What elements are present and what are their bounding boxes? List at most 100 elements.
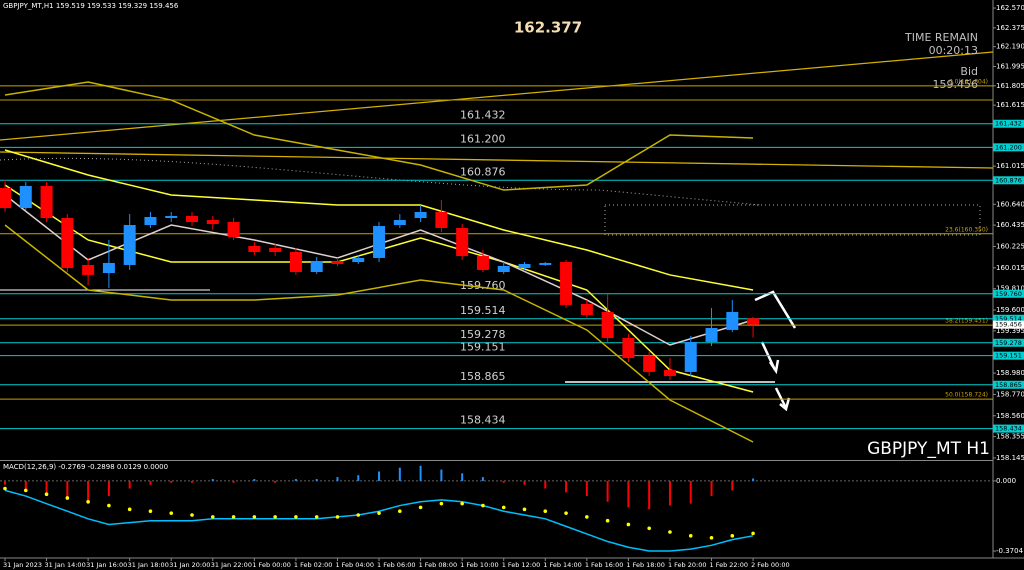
signal-dot — [688, 534, 693, 538]
macd-bar — [149, 480, 152, 485]
x-tick-label: 1 Feb 12:00 — [502, 561, 541, 569]
macd-bar — [107, 480, 110, 497]
macd-bar — [419, 465, 422, 481]
macd-bar — [87, 480, 90, 504]
candle-body — [61, 218, 74, 269]
x-tick-label: 1 Feb 10:00 — [460, 561, 499, 569]
x-tick-label: 31 Jan 16:00 — [86, 561, 127, 569]
signal-dot — [44, 492, 49, 496]
level-axis-label: 158.865 — [995, 381, 1022, 389]
chart-title: 162.377 — [514, 19, 582, 37]
macd-bar — [274, 480, 277, 483]
x-tick-label: 1 Feb 06:00 — [377, 561, 416, 569]
candle-body — [102, 262, 115, 274]
y-tick-label: 162.570 — [996, 4, 1024, 12]
bid-box — [993, 320, 1024, 329]
timer-label: TIME REMAIN — [904, 31, 978, 44]
level-axis-label: 161.432 — [995, 120, 1022, 128]
candle-body — [747, 318, 760, 325]
macd-bar — [440, 469, 443, 481]
candle-body — [373, 226, 386, 258]
macd-bar — [211, 479, 214, 481]
level-label: 160.876 — [460, 165, 506, 178]
signal-dot — [501, 505, 506, 510]
x-tick-label: 1 Feb 02:00 — [294, 561, 333, 569]
candle-body — [643, 355, 656, 372]
macd-bar — [648, 480, 651, 510]
fib-label: 0.0(161.804) — [949, 78, 988, 85]
candle-body — [352, 257, 365, 263]
candle-body — [269, 247, 282, 252]
macd-bar — [336, 477, 339, 481]
candle-body — [393, 220, 406, 226]
candle-body — [476, 256, 489, 270]
level-label: 159.278 — [460, 328, 506, 341]
candle-body — [518, 263, 531, 269]
signal-dot — [543, 509, 548, 514]
fib-label: 38.2(159.451) — [945, 318, 988, 325]
y-tick-label: 162.190 — [996, 43, 1024, 51]
x-tick-label: 1 Feb 04:00 — [335, 561, 374, 569]
level-box — [993, 338, 1024, 347]
y-tick-label: 159.395 — [996, 327, 1024, 335]
signal-dot — [335, 515, 340, 519]
indicator-title: MACD(12,26,9) -0.2769 -0.2898 0.0129 0.0… — [3, 463, 168, 471]
y-tick-label: 161.015 — [996, 162, 1024, 170]
signal-dot — [107, 503, 111, 508]
level-axis-label: 161.200 — [995, 143, 1022, 151]
y-tick-label: 158.980 — [996, 369, 1024, 377]
level-box — [993, 176, 1024, 185]
candle-body — [165, 215, 178, 219]
signal-dot — [148, 509, 153, 514]
candle-body — [19, 185, 32, 209]
indicator-line — [4, 81, 754, 191]
macd-bar — [398, 467, 401, 481]
macd-bar — [315, 479, 318, 481]
y-tick-label: 158.145 — [996, 454, 1024, 462]
candle-body — [726, 311, 739, 330]
macd-bar — [689, 480, 692, 504]
level-box — [993, 314, 1024, 323]
candle-body — [40, 185, 53, 219]
y-tick-label: 160.435 — [996, 221, 1024, 229]
candle-body — [456, 227, 469, 257]
level-label: 159.514 — [460, 304, 506, 317]
level-label: 158.434 — [460, 414, 506, 427]
signal-dot — [730, 534, 735, 538]
y-tick-label: 160.015 — [996, 264, 1024, 272]
candle-body — [539, 262, 552, 265]
y-tick-label: 158.770 — [996, 390, 1024, 398]
level-box — [993, 289, 1024, 298]
macd-bar — [627, 480, 630, 508]
candle-body — [601, 311, 614, 338]
x-tick-label: 31 Jan 18:00 — [128, 561, 169, 569]
x-tick-label: 1 Feb 18:00 — [626, 561, 665, 569]
signal-dot — [709, 535, 714, 540]
candle-body — [684, 341, 697, 372]
level-axis-label: 159.760 — [995, 290, 1022, 298]
candle-body — [123, 225, 136, 265]
y-tick-label: 161.995 — [996, 62, 1024, 70]
y-tick-label: 160.225 — [996, 242, 1024, 250]
bid-label: Bid — [960, 65, 978, 78]
level-label: 159.151 — [460, 341, 506, 354]
macd-bar — [481, 477, 484, 481]
signal-dot — [127, 507, 132, 512]
x-tick-label: 1 Feb 14:00 — [543, 561, 582, 569]
x-tick-label: 1 Feb 16:00 — [585, 561, 624, 569]
candle-body — [497, 265, 510, 272]
macd-bar — [357, 475, 360, 481]
level-box — [993, 143, 1024, 152]
bid-value: 159.456 — [933, 78, 979, 91]
x-tick-label: 2 Feb 00:00 — [751, 561, 790, 569]
signal-dot — [231, 515, 236, 519]
signal-dot — [294, 515, 298, 519]
signal-dot — [356, 513, 361, 517]
x-tick-label: 31 Jan 20:00 — [169, 561, 210, 569]
cloud — [604, 204, 981, 236]
x-tick-label: 31 Jan 22:00 — [211, 561, 252, 569]
level-box — [993, 119, 1024, 128]
candle-body — [186, 215, 199, 222]
header: GBPJPY_MT,H1 159.519 159.533 159.329 159… — [3, 2, 179, 10]
